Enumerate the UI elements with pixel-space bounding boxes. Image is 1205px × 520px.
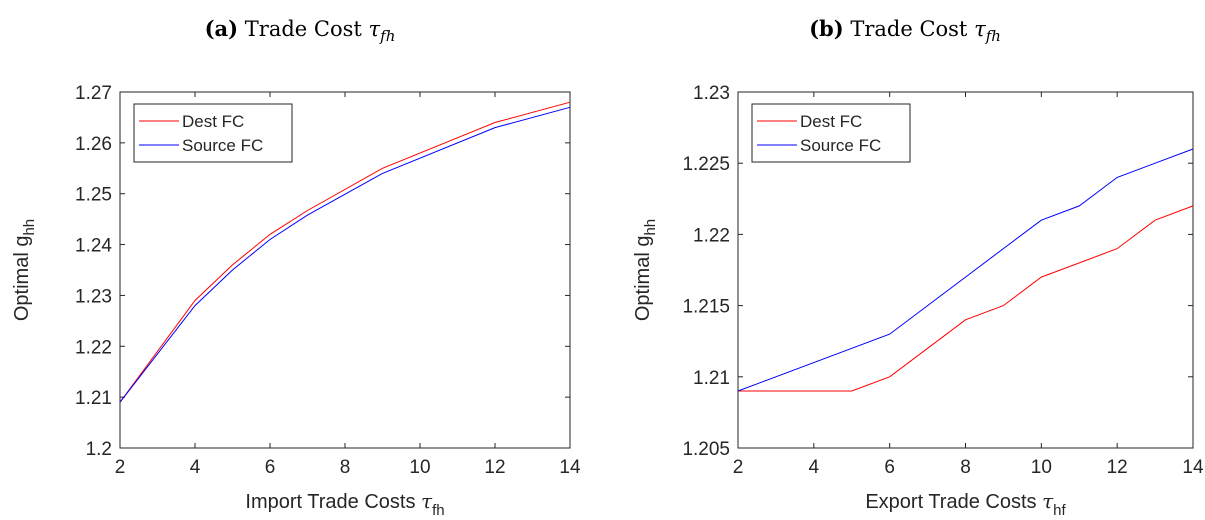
chart-panel-b: (b) Trade Cost τfh 2 4 6 8 10 12 14 1.205 1.21 1.… bbox=[605, 0, 1205, 520]
chart-a-svg: 2 4 6 8 10 12 14 1.2 1.21 1.22 1.23 1.24 1.25 1.26 1.2… bbox=[11, 83, 581, 519]
chart-a-legend: Dest FC Source FC bbox=[133, 103, 293, 163]
panel-a-caption-symbol: τ bbox=[368, 17, 381, 41]
chart-b-legend: Dest FC Source FC bbox=[751, 103, 911, 163]
chart-a-ytick-label: 1.26 bbox=[75, 134, 112, 155]
chart-a-plot-area bbox=[119, 91, 571, 449]
chart-b-xtick-label: 2 bbox=[733, 457, 744, 478]
chart-b-x-axis-label: Export Trade Costs τhf bbox=[865, 489, 1066, 519]
panel-a-caption-label: (a) bbox=[204, 16, 239, 41]
chart-a-ytick-label: 1.25 bbox=[75, 185, 112, 206]
chart-a-ytick-label: 1.23 bbox=[75, 286, 112, 307]
panel-b-caption-subscript: fh bbox=[985, 27, 1001, 46]
chart-a-ytick-label: 1.27 bbox=[75, 83, 112, 104]
chart-a-ytick-label: 1.22 bbox=[75, 337, 112, 358]
chart-a-xtick-label: 6 bbox=[265, 457, 276, 478]
chart-b-xtick-label: 6 bbox=[884, 457, 895, 478]
chart-a-ytick-label: 1.24 bbox=[75, 236, 112, 257]
chart-b-xtick-label: 10 bbox=[1031, 457, 1052, 478]
chart-b-ytick-label: 1.215 bbox=[682, 297, 730, 318]
chart-b-series-dest-fc bbox=[738, 205, 1194, 392]
chart-b-xtick-label: 12 bbox=[1107, 457, 1128, 478]
chart-b-xtick-label: 4 bbox=[809, 457, 820, 478]
chart-a-y-axis-label: Optimal ghh bbox=[11, 219, 38, 321]
panel-a-caption-subscript: fh bbox=[380, 27, 396, 46]
panel-b-caption: (b) Trade Cost τfh bbox=[605, 16, 1205, 45]
chart-b-ytick-label: 1.205 bbox=[682, 439, 730, 460]
panel-b-caption-symbol: τ bbox=[974, 17, 986, 41]
chart-a-series-dest-fc bbox=[119, 101, 571, 403]
chart-a-x-axis-label: Import Trade Costs τfh bbox=[245, 489, 444, 519]
chart-b-ytick-label: 1.22 bbox=[693, 225, 730, 246]
chart-a-series-source-fc bbox=[119, 106, 571, 403]
chart-panel-a: (a) Trade Cost τfh 2 4 6 8 10 12 14 1.2 1.21 1.22… bbox=[0, 0, 600, 520]
chart-b-y-axis-label: Optimal ghh bbox=[632, 219, 659, 321]
chart-a-legend-label-dest-fc: Dest FC bbox=[182, 112, 244, 131]
chart-b-xtick-label: 8 bbox=[960, 457, 971, 478]
chart-a-legend-box bbox=[133, 103, 293, 163]
chart-a-xtick-label: 12 bbox=[484, 457, 505, 478]
panel-b-caption-label: (b) bbox=[809, 16, 844, 41]
chart-b-legend-label-dest-fc: Dest FC bbox=[800, 112, 862, 131]
chart-b-ytick-label: 1.23 bbox=[693, 83, 730, 104]
chart-b-xtick-label: 14 bbox=[1182, 457, 1204, 478]
chart-b-ytick-label: 1.225 bbox=[682, 154, 730, 175]
panel-a-caption: (a) Trade Cost τfh bbox=[0, 16, 600, 45]
chart-a-ytick-label: 1.2 bbox=[86, 439, 112, 460]
chart-a-xtick-label: 14 bbox=[559, 457, 581, 478]
chart-b-ytick-label: 1.21 bbox=[693, 368, 730, 389]
chart-a-xtick-label: 8 bbox=[340, 457, 351, 478]
chart-b-svg: 2 4 6 8 10 12 14 1.205 1.21 1.215 1.22 1.225 1.23 Des… bbox=[632, 83, 1204, 519]
chart-a-xtick-label: 4 bbox=[190, 457, 201, 478]
chart-b-legend-box bbox=[751, 103, 911, 163]
chart-b-legend-label-source-fc: Source FC bbox=[800, 136, 881, 155]
chart-a-legend-label-source-fc: Source FC bbox=[182, 136, 263, 155]
chart-a-ytick-label: 1.21 bbox=[75, 388, 112, 409]
panel-b-caption-title: Trade Cost bbox=[850, 17, 968, 41]
panel-a-caption-title: Trade Cost bbox=[244, 17, 362, 41]
chart-a-xtick-label: 10 bbox=[409, 457, 430, 478]
chart-b-series-source-fc bbox=[737, 148, 1194, 392]
chart-a-xtick-label: 2 bbox=[115, 457, 126, 478]
